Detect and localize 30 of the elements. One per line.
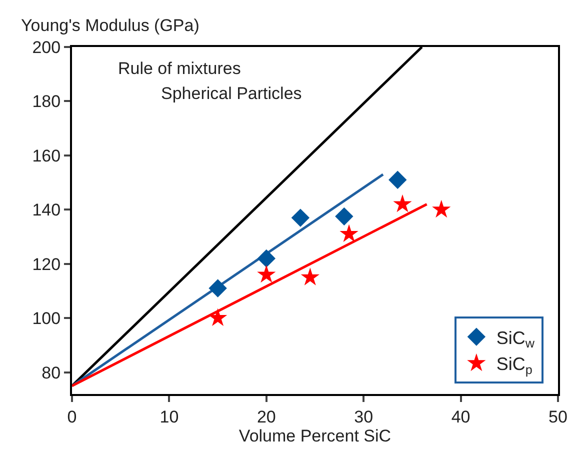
x-tick-label: 40 [451, 407, 470, 426]
y-tick-label: 180 [32, 92, 61, 112]
y-axis-title: Young's Modulus (GPa) [21, 16, 200, 35]
annotation: Rule of mixtures [118, 59, 241, 78]
x-tick-label: 10 [160, 407, 179, 426]
point [340, 224, 358, 242]
y-tick-label: 80 [42, 363, 61, 382]
point [335, 207, 354, 226]
legend-label: SiC$_{w}$ [496, 328, 536, 351]
point [208, 279, 227, 298]
point [300, 268, 320, 286]
point [291, 208, 310, 227]
y-tick-label: 200 [32, 38, 61, 57]
point [393, 194, 412, 212]
y-tick-label: 160 [32, 146, 61, 166]
point [257, 249, 276, 268]
annotation: Spherical Particles [161, 84, 302, 103]
x-tick-label: 0 [67, 407, 77, 426]
x-tick-label: 30 [354, 407, 374, 426]
x-tick-label: 50 [548, 407, 568, 426]
legend-label: SiC$_{p}$ [496, 354, 532, 377]
y-tick-label: 100 [32, 309, 61, 328]
point [388, 170, 407, 189]
point [257, 264, 276, 283]
point [208, 308, 228, 326]
y-tick-label: 120 [32, 254, 61, 274]
x-axis-title: Volume Percent SiC [238, 426, 392, 446]
point [432, 200, 451, 218]
y-tick-label: 140 [32, 200, 61, 220]
x-tick-label: 20 [256, 407, 276, 426]
